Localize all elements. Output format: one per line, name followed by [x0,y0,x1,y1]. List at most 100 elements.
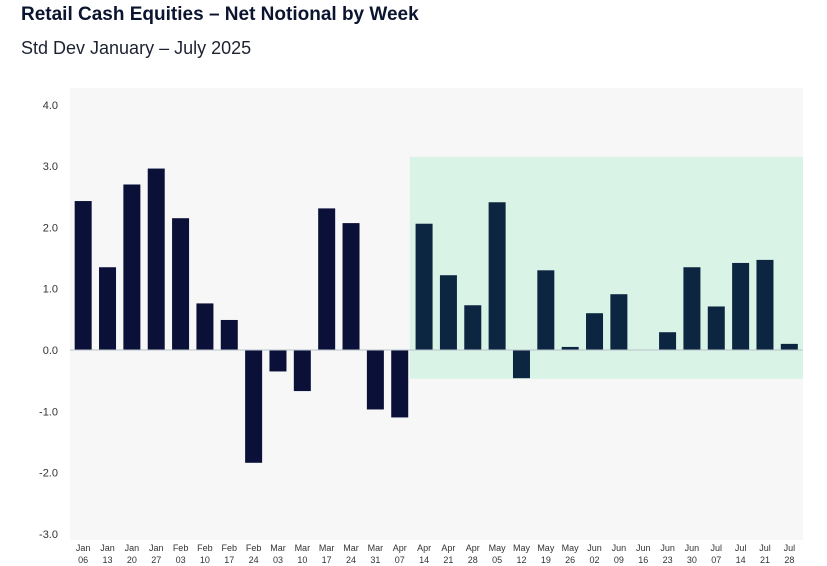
x-tick-label-day: 09 [614,555,624,565]
x-tick-label-month: Apr [417,543,431,553]
bar [780,343,798,350]
x-tick-label-day: 02 [590,555,600,565]
y-tick-label: 0.0 [43,345,58,357]
x-tick-label-month: Jan [149,543,164,553]
x-tick-label-month: Jan [125,543,140,553]
x-tick-label-day: 24 [249,555,259,565]
x-tick-label-day: 10 [297,555,307,565]
x-tick-label-day: 24 [346,555,356,565]
x-tick-label-month: Jan [76,543,91,553]
bar [172,218,190,350]
bar [756,259,774,350]
x-tick-label-month: Mar [368,543,384,553]
x-tick-label-day: 17 [322,555,332,565]
y-axis: 4.0 3.0 2.0 1.0 0.0 -1.0 -2.0 -3.0 [39,100,58,541]
chart-subtitle: Std Dev January – July 2025 [21,38,252,58]
x-tick-label-day: 21 [760,555,770,565]
x-tick-label-month: Mar [295,543,311,553]
x-tick-label-day: 07 [711,555,721,565]
x-tick-label-month: May [513,543,531,553]
x-tick-label-month: Feb [173,543,189,553]
x-tick-label-month: Jun [587,543,602,553]
bar [99,267,117,350]
x-tick-label-month: Jul [784,543,796,553]
bar [488,202,506,350]
bar [610,294,628,350]
x-tick-label-day: 07 [395,555,405,565]
chart-title: Retail Cash Equities – Net Notional by W… [21,4,419,25]
x-tick-label-month: Jul [759,543,771,553]
bar [293,350,311,392]
x-tick-label-month: May [537,543,555,553]
bar [586,313,604,350]
bar [439,275,457,350]
bar [537,270,555,350]
bar [318,208,336,350]
x-tick-label-day: 12 [516,555,526,565]
x-tick-label-day: 05 [492,555,502,565]
y-tick-label: 1.0 [43,284,58,296]
x-tick-label-month: Feb [197,543,213,553]
bar [269,350,287,372]
x-tick-label-month: Mar [343,543,359,553]
x-tick-label-day: 31 [370,555,380,565]
bar [74,201,92,350]
x-tick-label-month: Apr [441,543,455,553]
x-tick-label-day: 28 [468,555,478,565]
bar [464,305,482,350]
x-tick-label-day: 23 [663,555,673,565]
y-tick-label: 3.0 [43,161,58,173]
x-tick-label-month: Jun [636,543,651,553]
bar [707,306,725,350]
x-tick-label-month: Mar [319,543,335,553]
bar [561,346,579,350]
y-tick-label: 2.0 [43,222,58,234]
x-tick-label-month: May [489,543,507,553]
bar [245,350,263,463]
bar [683,267,701,350]
x-tick-label-month: Mar [270,543,286,553]
x-tick-label-day: 28 [784,555,794,565]
y-tick-label: -1.0 [39,406,58,418]
x-tick-label-month: Jul [735,543,747,553]
x-tick-label-day: 30 [687,555,697,565]
x-axis: Jan 06 Jan 13 Jan 20 Jan 27 Feb 03 Feb 10 Feb 17 Feb 24… [76,543,795,565]
x-tick-label-day: 10 [200,555,210,565]
x-tick-label-month: Jan [100,543,115,553]
x-tick-label-day: 14 [736,555,746,565]
x-tick-label-month: May [562,543,580,553]
x-tick-label-month: Feb [222,543,238,553]
x-tick-label-month: Jul [711,543,723,553]
x-tick-label-month: Apr [466,543,480,553]
x-tick-label-day: 03 [273,555,283,565]
bar [732,262,750,350]
x-tick-label-month: Jun [612,543,627,553]
x-tick-label-day: 13 [103,555,113,565]
bar [196,303,214,350]
bar [220,319,238,350]
bar [123,184,141,350]
x-tick-label-day: 17 [224,555,234,565]
x-tick-label-day: 20 [127,555,137,565]
bars [74,168,798,463]
bar [415,223,433,350]
x-tick-label-month: Apr [393,543,407,553]
x-tick-label-day: 21 [443,555,453,565]
x-tick-label-day: 19 [541,555,551,565]
bar [391,350,409,418]
x-tick-label-day: 26 [565,555,575,565]
x-tick-label-month: Jun [685,543,700,553]
y-tick-label: 4.0 [43,100,58,112]
y-tick-label: -3.0 [39,529,58,541]
bar [366,350,384,410]
bar [512,350,530,379]
x-tick-label-month: Jun [660,543,675,553]
bar [659,332,677,350]
x-tick-label-month: Feb [246,543,262,553]
x-tick-label-day: 27 [151,555,161,565]
y-tick-label: -2.0 [39,468,58,480]
bar [147,168,165,350]
x-tick-label-day: 03 [176,555,186,565]
x-tick-label-day: 16 [638,555,648,565]
